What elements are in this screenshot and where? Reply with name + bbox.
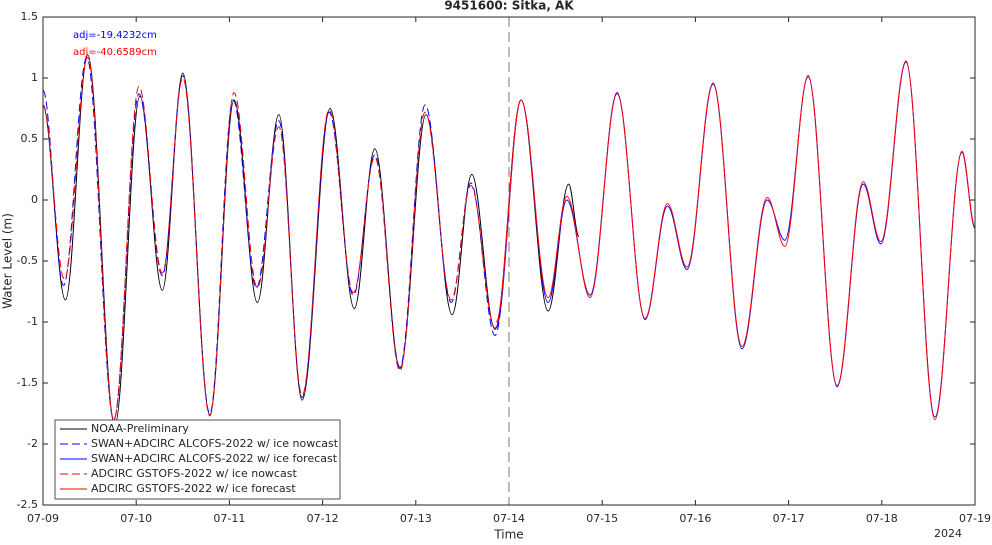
x-axis-label: Time — [493, 528, 523, 542]
chart-title: 9451600: Sitka, AK — [444, 0, 574, 13]
legend-label: ADCIRC GSTOFS-2022 w/ ice forecast — [91, 482, 296, 495]
x-tick-label: 07-14 — [493, 512, 525, 525]
legend-label: SWAN+ADCIRC ALCOFS-2022 w/ ice forecast — [91, 452, 338, 465]
y-tick-label: -1 — [27, 315, 38, 328]
x-tick-label: 07-13 — [400, 512, 432, 525]
x-tick-label: 07-19 — [959, 512, 991, 525]
series-line — [43, 56, 522, 421]
x-tick-label: 07-15 — [586, 512, 618, 525]
y-tick-label: 1.5 — [21, 10, 39, 23]
x-tick-label: 07-12 — [307, 512, 339, 525]
y-tick-label: -2 — [27, 437, 38, 450]
legend-label: SWAN+ADCIRC ALCOFS-2022 w/ ice nowcast — [91, 437, 339, 450]
annotation: adj=-40.6589cm — [73, 47, 157, 58]
legend-label: NOAA-Preliminary — [91, 422, 189, 435]
series-line — [495, 60, 975, 421]
plot-frame — [42, 16, 976, 506]
x-tick-label: 07-11 — [213, 512, 245, 525]
series-line — [43, 56, 522, 421]
x-tick-label: 07-10 — [120, 512, 152, 525]
y-tick-label: -0.5 — [17, 254, 38, 267]
y-axis-label: Water Level (m) — [1, 213, 15, 309]
x-tick-label: 07-18 — [866, 512, 898, 525]
x-tick-label: 07-09 — [27, 512, 59, 525]
x-year-label: 2024 — [934, 527, 962, 540]
y-tick-label: -2.5 — [17, 498, 38, 511]
legend-box — [54, 419, 341, 500]
legend-label: ADCIRC GSTOFS-2022 w/ ice nowcast — [91, 467, 297, 480]
y-tick-label: 1 — [31, 71, 38, 84]
y-tick-label: 0 — [31, 193, 38, 206]
y-tick-label: -1.5 — [17, 376, 38, 389]
x-tick-label: 07-17 — [773, 512, 805, 525]
annotation: adj=-19.4232cm — [73, 30, 157, 41]
x-tick-label: 07-16 — [679, 512, 711, 525]
y-tick-label: 0.5 — [21, 132, 39, 145]
